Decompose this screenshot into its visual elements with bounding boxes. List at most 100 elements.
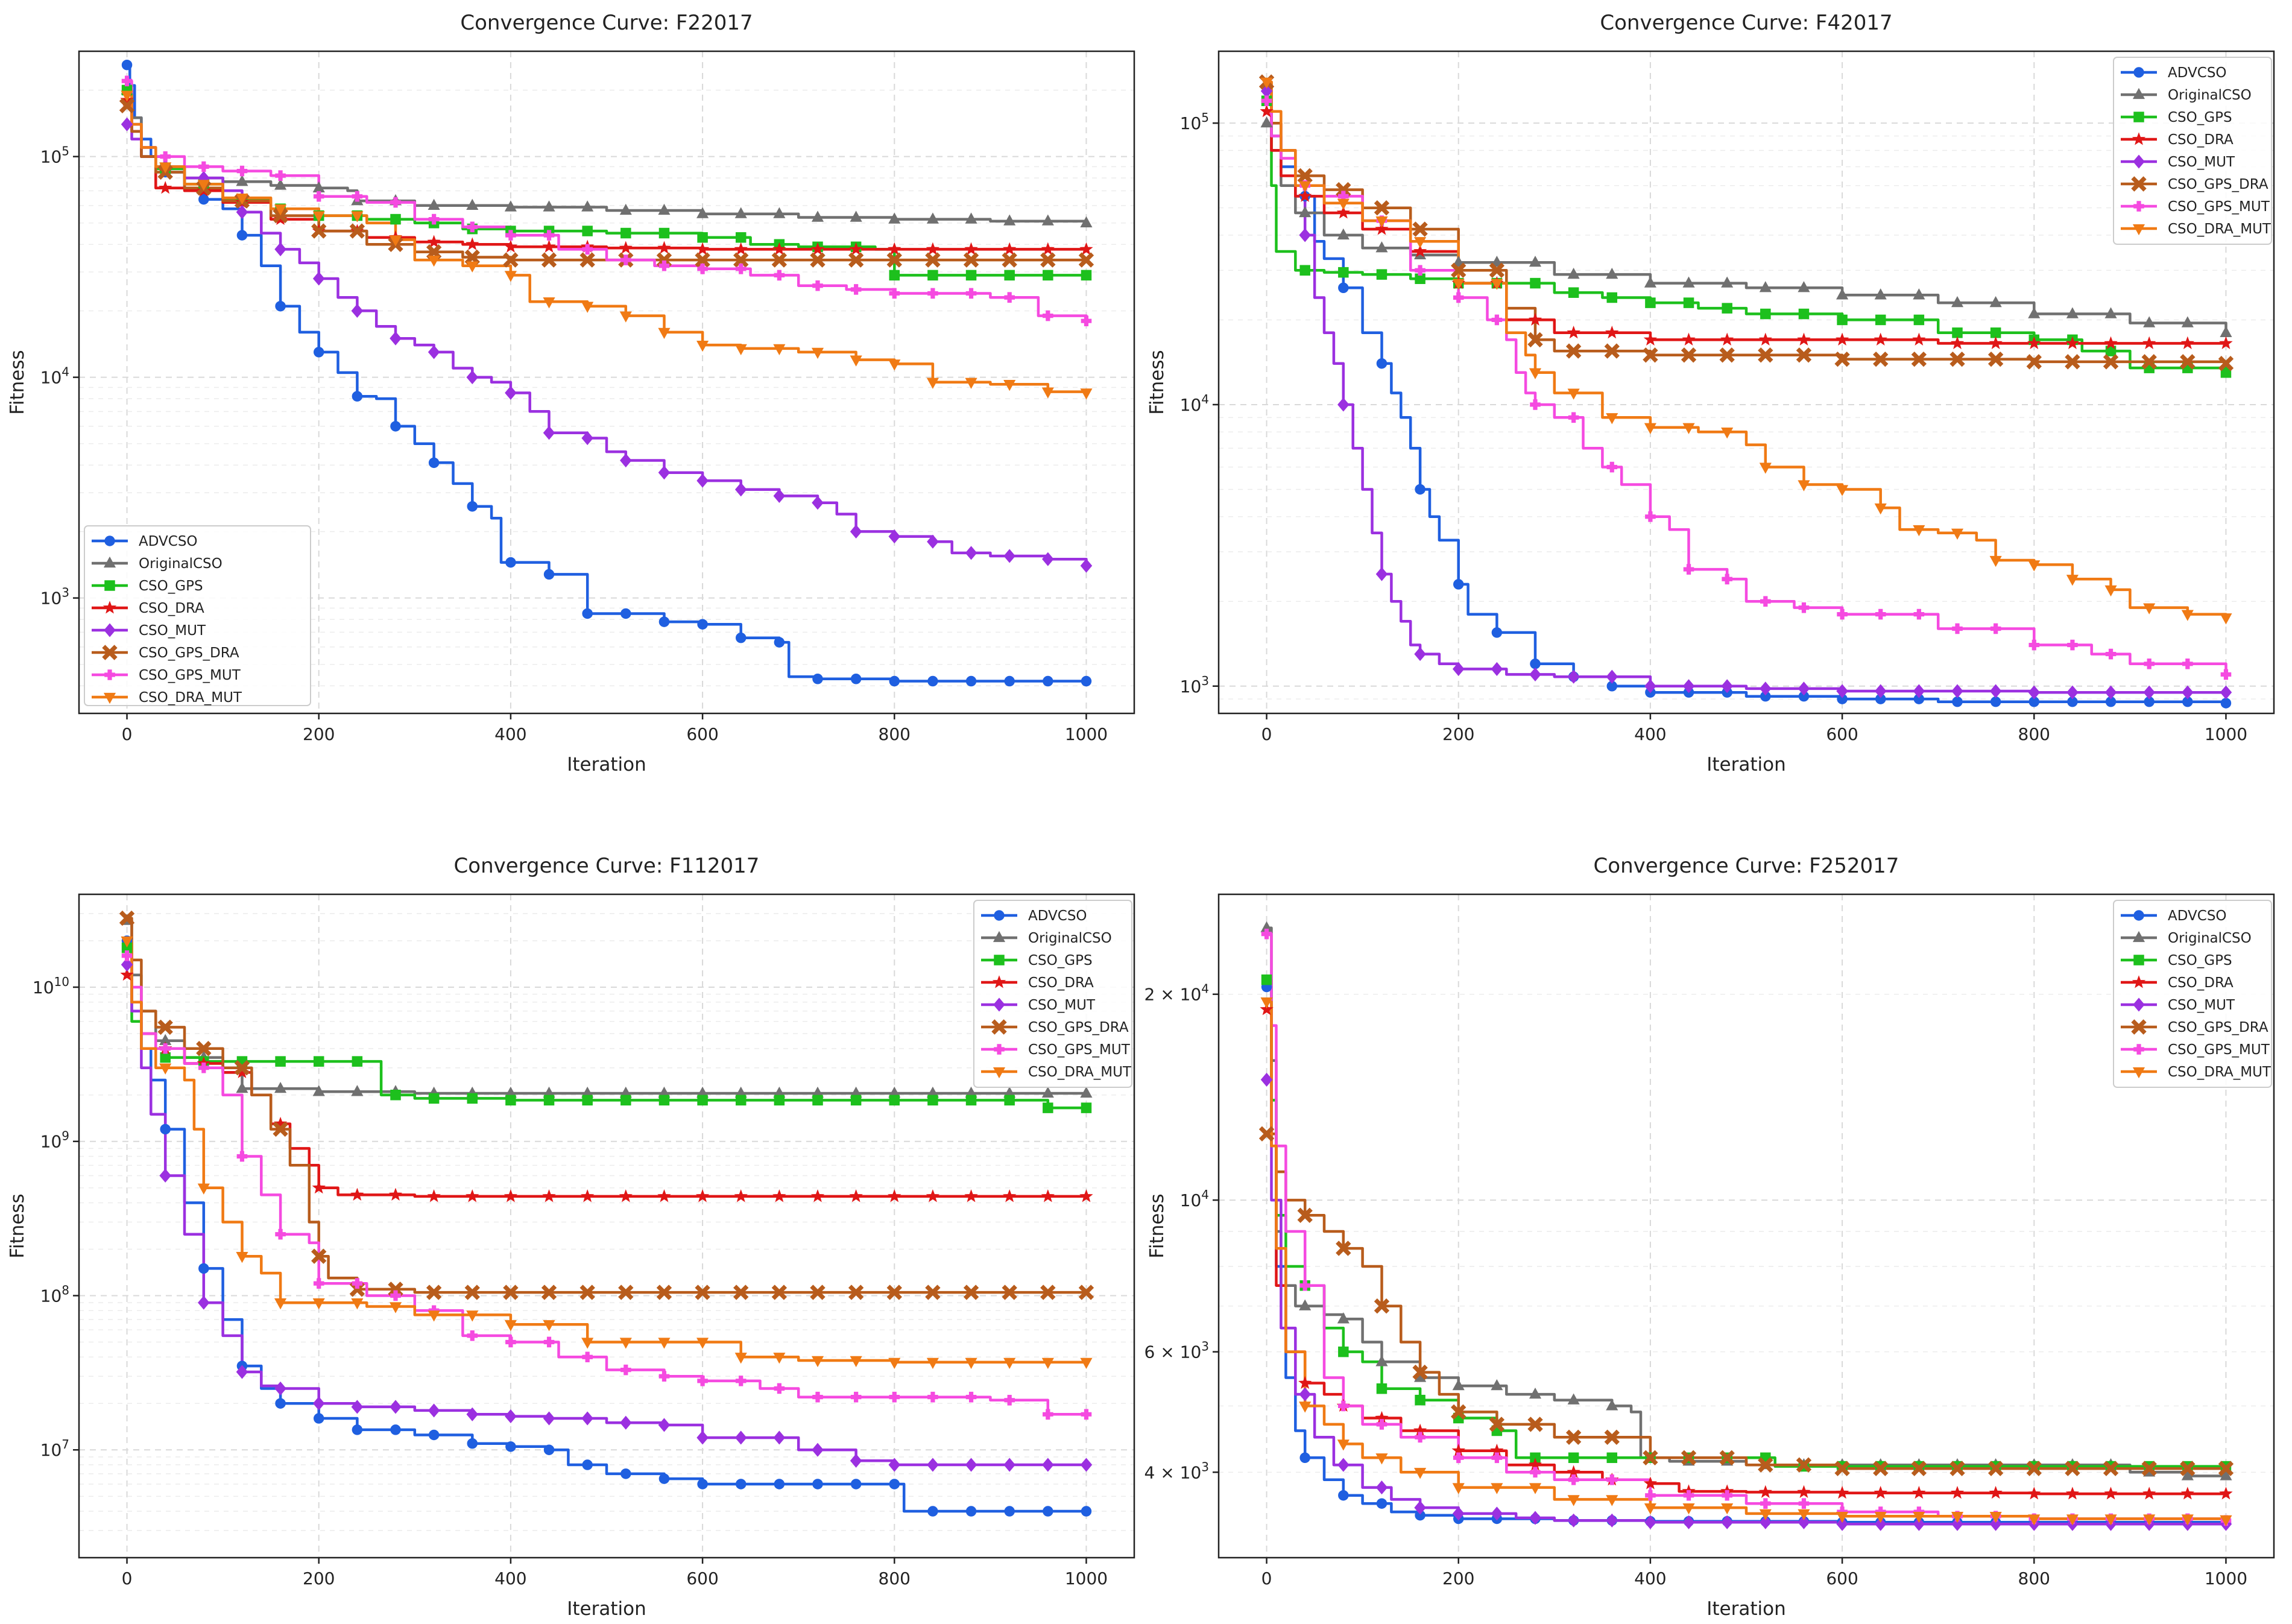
data-point-cso-gps-mut xyxy=(1990,623,2001,634)
data-point-cso-gps-dra xyxy=(2180,1461,2196,1476)
data-point-cso-gps xyxy=(1376,1383,1388,1394)
data-point-cso-mut xyxy=(1989,684,2002,698)
markers-cso-gps-dra xyxy=(1258,74,2234,371)
legend-item-cso-mut: CSO_MUT xyxy=(981,997,1096,1013)
y-axis-label: Fitness xyxy=(7,350,28,414)
legend-item-cso-dra: CSO_DRA xyxy=(2121,132,2234,148)
data-point-advcso xyxy=(1004,675,1015,687)
data-point-cso-mut xyxy=(1003,1458,1015,1472)
data-point-cso-gps-dra xyxy=(2065,354,2080,370)
data-point-cso-gps xyxy=(1722,303,1732,314)
data-point-advcso xyxy=(850,674,862,684)
y-tick-label: 103 xyxy=(1180,674,1209,697)
data-point-cso-dra xyxy=(1605,326,1619,339)
data-point-cso-mut xyxy=(236,1365,248,1379)
data-point-advcso xyxy=(582,1459,593,1470)
data-point-advcso xyxy=(275,300,286,312)
data-point-cso-dra xyxy=(2142,336,2156,349)
data-point-cso-gps-mut xyxy=(1530,399,1541,410)
data-point-cso-gps xyxy=(352,1056,363,1067)
data-point-cso-dra xyxy=(657,1189,671,1202)
data-point-cso-dra-mut xyxy=(2181,1514,2194,1526)
data-point-originalcso xyxy=(504,200,517,212)
legend-item-cso-gps-mut: CSO_GPS_MUT xyxy=(2121,1042,2270,1058)
data-point-advcso xyxy=(889,675,900,687)
data-point-originalcso xyxy=(811,210,824,222)
legend-item-advcso: ADVCSO xyxy=(92,534,198,549)
data-point-originalcso xyxy=(926,212,939,224)
data-point-cso-mut xyxy=(198,1295,210,1310)
y-tick-label: 104 xyxy=(40,365,69,388)
data-point-originalcso xyxy=(1299,1299,1312,1310)
data-point-originalcso xyxy=(1337,1312,1350,1324)
legend-marker-icon xyxy=(2132,87,2145,100)
data-point-cso-gps-mut xyxy=(505,230,516,241)
markers-originalcso xyxy=(1260,116,2232,337)
data-point-cso-dra-mut xyxy=(504,271,517,282)
legend-marker-icon xyxy=(2133,201,2144,212)
data-point-cso-dra-mut xyxy=(2220,613,2232,625)
data-point-cso-mut xyxy=(1760,1515,1772,1529)
data-point-cso-gps-dra xyxy=(2026,1461,2042,1476)
data-point-cso-gps-mut xyxy=(850,1391,862,1403)
legend-marker-icon xyxy=(104,623,116,637)
data-point-cso-gps-dra xyxy=(2180,354,2196,370)
data-point-advcso xyxy=(313,347,324,358)
markers-cso-mut xyxy=(121,117,1093,573)
legend-item-cso-dra-mut: CSO_DRA_MUT xyxy=(92,690,242,706)
data-point-cso-gps xyxy=(1338,1346,1349,1357)
data-point-cso-gps-dra xyxy=(1451,1404,1466,1420)
data-point-originalcso xyxy=(1337,228,1350,240)
data-point-cso-dra-mut xyxy=(1682,423,1695,434)
data-point-cso-dra xyxy=(581,1189,595,1202)
x-tick-label: 400 xyxy=(1634,724,1666,744)
data-point-cso-mut xyxy=(850,524,862,539)
data-point-cso-gps xyxy=(1338,267,1349,278)
data-point-cso-dra xyxy=(504,1189,518,1202)
data-point-cso-gps-dra xyxy=(810,1284,826,1300)
data-point-cso-gps-mut xyxy=(275,1228,286,1240)
data-point-originalcso xyxy=(734,207,747,218)
data-point-cso-gps-mut xyxy=(1004,1395,1015,1406)
data-point-advcso xyxy=(467,501,478,512)
data-point-cso-dra-mut xyxy=(888,1357,901,1370)
data-point-cso-mut xyxy=(1913,684,1925,698)
data-point-cso-dra-mut xyxy=(1041,1357,1054,1370)
data-point-cso-gps xyxy=(1568,287,1579,298)
data-point-cso-gps-mut xyxy=(543,230,555,241)
legend-label: CSO_GPS xyxy=(2168,953,2232,968)
series-line-cso-gps xyxy=(127,946,1087,1110)
legend-item-advcso: ADVCSO xyxy=(2121,908,2227,924)
data-point-advcso xyxy=(428,457,440,469)
data-point-cso-gps-dra xyxy=(196,1041,212,1057)
data-point-cso-dra-mut xyxy=(1836,485,1849,496)
x-tick-label: 600 xyxy=(1826,1569,1858,1588)
legend-item-cso-gps-mut: CSO_GPS_MUT xyxy=(981,1042,1131,1058)
data-point-cso-mut xyxy=(390,331,402,346)
data-point-cso-gps-dra xyxy=(1834,351,1850,367)
data-point-cso-gps-mut xyxy=(467,221,478,233)
data-point-cso-dra xyxy=(1758,1485,1772,1498)
legend-label: OriginalCSO xyxy=(139,556,223,572)
data-point-advcso xyxy=(812,1479,823,1490)
data-point-cso-dra-mut xyxy=(159,162,172,174)
data-point-cso-mut xyxy=(2104,685,2117,700)
data-point-cso-gps-dra xyxy=(1758,347,1773,363)
data-point-cso-mut xyxy=(121,958,133,972)
data-point-cso-gps-dra xyxy=(1336,1240,1351,1256)
data-point-cso-gps-dra xyxy=(925,252,941,268)
data-point-cso-dra-mut xyxy=(121,936,133,948)
data-point-cso-gps-dra xyxy=(349,1281,365,1297)
data-point-cso-dra-mut xyxy=(1606,1495,1618,1506)
data-point-cso-dra xyxy=(466,237,479,250)
data-point-cso-dra-mut xyxy=(1682,1503,1695,1515)
data-point-cso-mut xyxy=(121,117,133,131)
data-point-cso-gps xyxy=(1913,314,1925,326)
data-point-cso-gps xyxy=(1875,314,1886,326)
data-point-cso-dra xyxy=(2180,1487,2194,1500)
series-line-cso-dra-mut xyxy=(127,939,1087,1364)
data-point-cso-gps-dra xyxy=(656,1284,672,1300)
data-point-cso-gps-dra xyxy=(1758,1457,1773,1473)
data-point-cso-mut xyxy=(1080,1458,1093,1472)
data-point-cso-dra xyxy=(1079,242,1093,255)
